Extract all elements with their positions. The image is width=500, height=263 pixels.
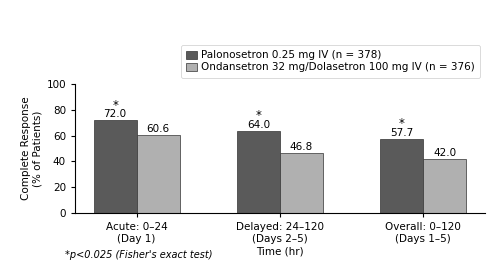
Text: *p<0.025 (Fisher's exact test): *p<0.025 (Fisher's exact test) [65, 250, 212, 260]
Text: 42.0: 42.0 [434, 148, 456, 158]
Text: 57.7: 57.7 [390, 128, 413, 138]
Bar [280, 153, 323, 213]
Text: 46.8: 46.8 [290, 142, 313, 152]
Text: 72.0: 72.0 [104, 109, 126, 119]
Text: *: * [399, 117, 405, 130]
Legend: Palonosetron 0.25 mg IV (n = 378), Ondansetron 32 mg/Dolasetron 100 mg IV (n = 3: Palonosetron 0.25 mg IV (n = 378), Ondan… [181, 45, 480, 78]
Bar [136, 135, 180, 213]
Text: 60.6: 60.6 [146, 124, 170, 134]
Y-axis label: Complete Response
(% of Patients): Complete Response (% of Patients) [20, 97, 42, 200]
Bar [424, 159, 467, 213]
Bar [237, 130, 280, 213]
Bar [94, 120, 136, 213]
Bar [380, 139, 424, 213]
Text: *: * [112, 99, 118, 112]
X-axis label: Time (hr): Time (hr) [256, 246, 304, 256]
Text: *: * [256, 109, 262, 122]
Text: 64.0: 64.0 [247, 119, 270, 129]
